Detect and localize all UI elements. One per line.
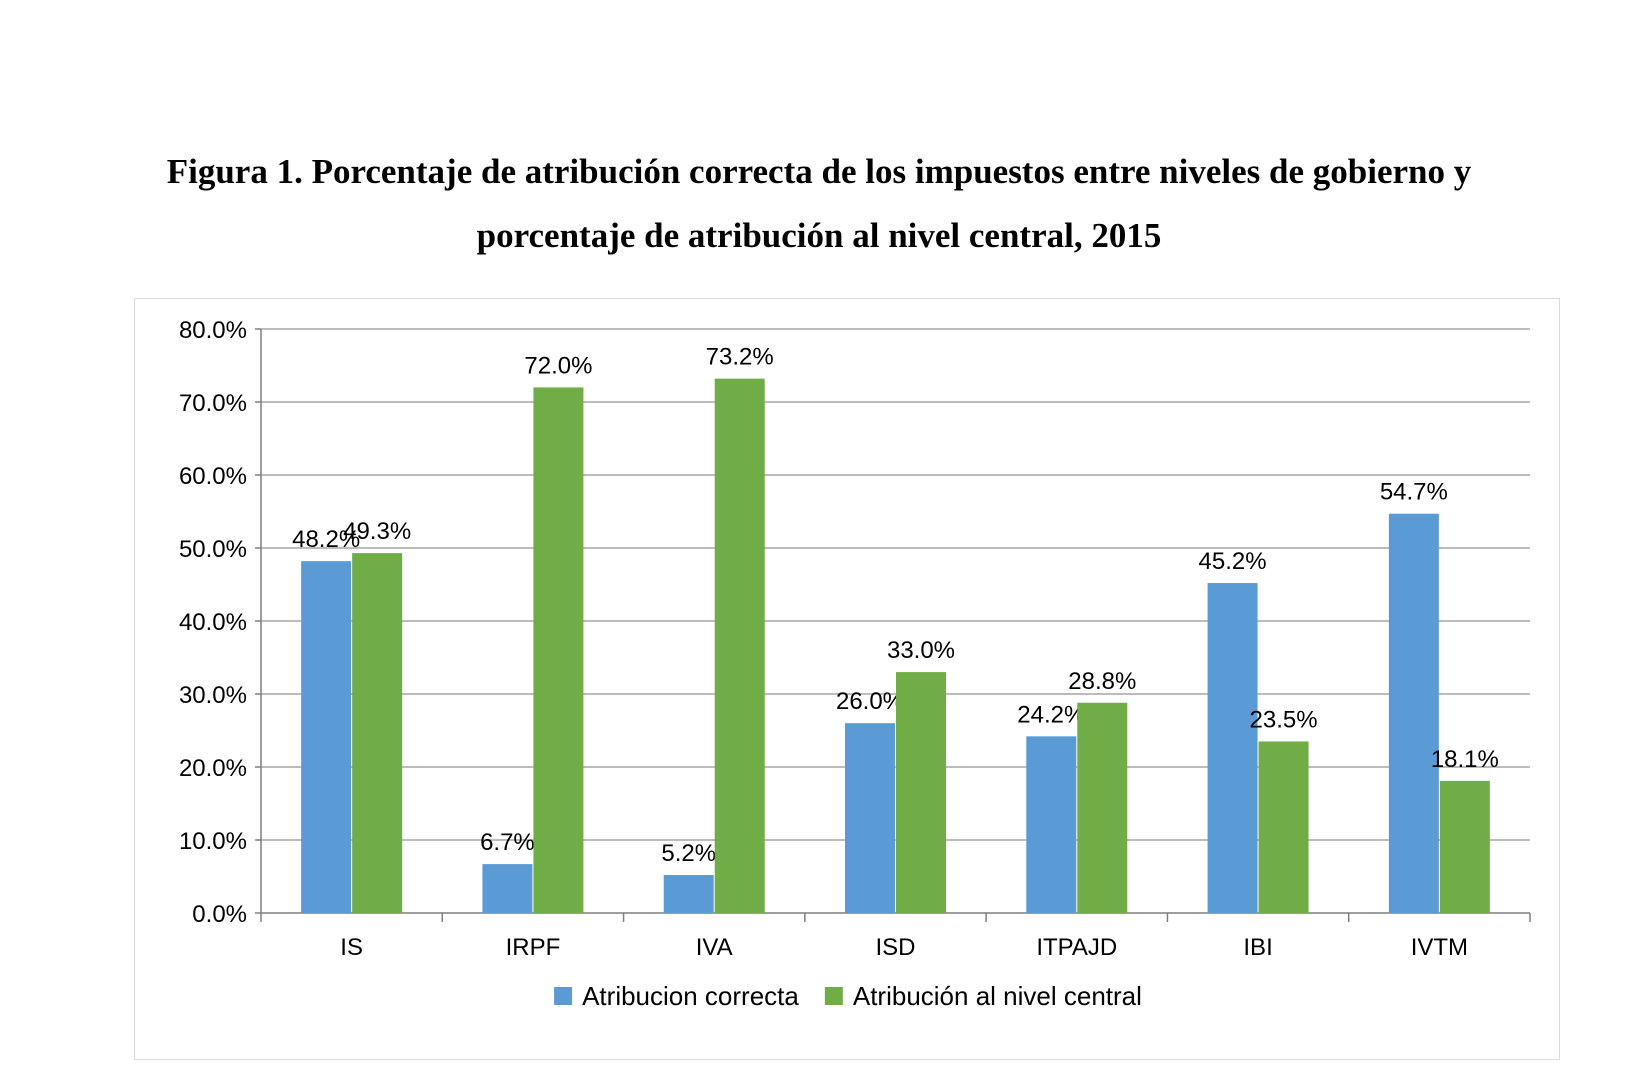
y-tick-label: 40.0%	[179, 609, 247, 636]
x-category-label: IRPF	[506, 934, 561, 961]
bar-ivtm-series2	[1439, 780, 1490, 913]
data-label: 54.7%	[1380, 479, 1448, 506]
data-label: 5.2%	[661, 840, 716, 867]
x-category-label: IVA	[696, 934, 733, 961]
data-label: 49.3%	[343, 518, 411, 545]
legend-swatch	[824, 987, 843, 1005]
y-tick-label: 70.0%	[179, 390, 247, 417]
data-label: 28.8%	[1068, 668, 1136, 695]
data-label: 6.7%	[480, 829, 535, 856]
y-tick-label: 0.0%	[192, 901, 247, 928]
y-tick-label: 80.0%	[179, 317, 247, 344]
x-category-label: ISD	[875, 934, 915, 961]
data-label: 45.2%	[1199, 548, 1267, 575]
data-label: 24.2%	[1017, 701, 1085, 728]
bar-isd-series2	[896, 672, 946, 913]
y-tick-label: 10.0%	[179, 828, 247, 855]
bar-ibi-series1	[1207, 583, 1258, 913]
x-category-label: IBI	[1243, 934, 1272, 961]
chart-frame: 0.0% 10.0% 20.0% 30.0% 40.0% 50.0% 60.0% 70.0% 8…	[134, 298, 1560, 1060]
bar-irpf-series2	[533, 387, 584, 913]
legend-label: Atribución al nivel central	[853, 981, 1142, 1011]
bar-iva-series2	[714, 378, 765, 913]
legend-swatch	[554, 987, 573, 1005]
data-label: 48.2%	[292, 526, 360, 553]
bar-irpf-series1	[482, 864, 533, 913]
figure-title-line1: Figura 1. Porcentaje de atribución corre…	[166, 152, 1472, 191]
data-label: 26.0%	[836, 688, 904, 715]
y-tick-label: 60.0%	[179, 463, 247, 490]
bar-itpajd-series1	[1026, 736, 1077, 913]
bar-iva-series1	[663, 875, 714, 913]
x-category-label: ITPAJD	[1036, 934, 1117, 961]
figure-title-line2: porcentaje de atribución al nivel centra…	[476, 216, 1162, 255]
bar-itpajd-series2	[1077, 702, 1128, 913]
data-label: 18.1%	[1431, 746, 1499, 773]
data-label: 72.0%	[524, 352, 592, 379]
bar-ivtm-series1	[1388, 513, 1439, 913]
bar-isd-series1	[845, 723, 895, 913]
bar-is-series1	[301, 561, 352, 913]
bar-ibi-series2	[1258, 741, 1309, 913]
data-label: 23.5%	[1250, 706, 1318, 733]
x-category-label: IVTM	[1411, 934, 1468, 961]
legend-label: Atribucion correcta	[582, 981, 799, 1011]
bar-chart: 0.0% 10.0% 20.0% 30.0% 40.0% 50.0% 60.0% 70.0% 8…	[179, 317, 1531, 1011]
data-label: 73.2%	[706, 344, 774, 371]
y-tick-label: 50.0%	[179, 536, 247, 563]
data-label: 33.0%	[887, 637, 955, 664]
y-tick-label: 30.0%	[179, 682, 247, 709]
bar-is-series2	[352, 553, 403, 913]
x-category-label: IS	[340, 934, 363, 961]
y-tick-label: 20.0%	[179, 755, 247, 782]
